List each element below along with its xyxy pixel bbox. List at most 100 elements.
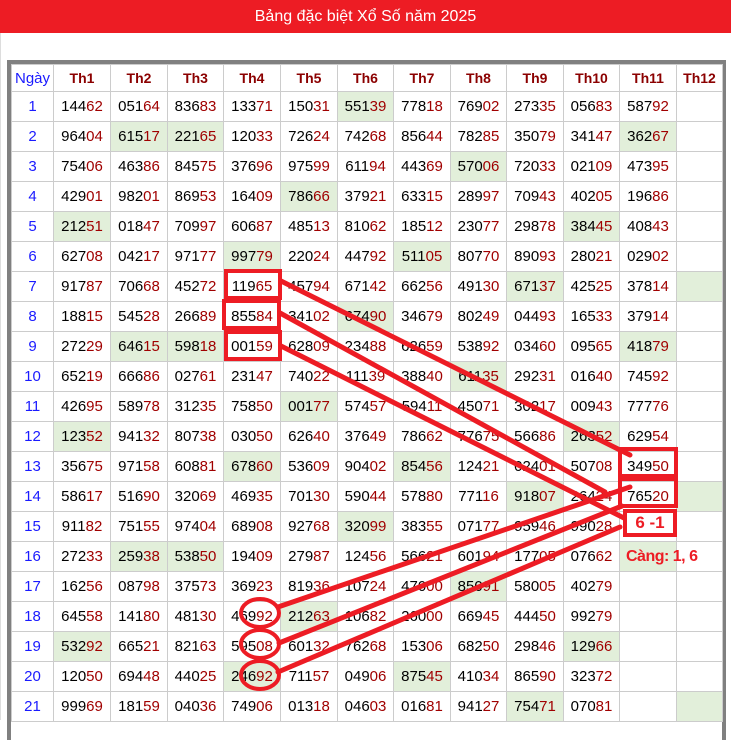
number-head: 231 [231, 368, 257, 385]
number-head: 865 [514, 668, 540, 685]
prize-cell: 01640 [563, 361, 620, 392]
prize-cell: 47395 [619, 151, 677, 182]
number-tail: 35 [539, 98, 556, 115]
number-head: 056 [570, 98, 596, 115]
day-cell: 16 [11, 541, 54, 572]
prize-cell: 23488 [337, 331, 394, 362]
number-tail: 66 [595, 638, 613, 655]
prize-cell: 50708 [563, 451, 620, 482]
number-tail: 73 [199, 578, 217, 595]
number-tail: 71 [539, 698, 556, 715]
prize-cell: 70668 [110, 271, 168, 302]
prize-cell: 28997 [450, 181, 507, 212]
prize-cell [619, 691, 677, 722]
prize-cell: 53892 [450, 331, 507, 362]
number-head: 410 [457, 668, 483, 685]
prize-cell: 40279 [563, 571, 620, 602]
prize-cell: 96404 [53, 121, 111, 152]
prize-cell: 26352 [563, 421, 620, 452]
prize-cell: 64558 [53, 601, 111, 632]
prize-cell: 82163 [167, 631, 224, 662]
number-tail: 30 [482, 278, 500, 295]
prize-cell: 87545 [393, 661, 451, 692]
number-head: 598 [174, 338, 200, 355]
number-tail: 47 [256, 368, 273, 385]
number-tail: 99 [369, 518, 387, 535]
prize-cell: 56621 [393, 541, 451, 572]
prize-cell: 48513 [280, 211, 338, 242]
number-head: 551 [344, 98, 370, 115]
prize-cell: 44792 [337, 241, 394, 272]
number-head: 671 [344, 278, 370, 295]
prize-cell: 57880 [393, 481, 451, 512]
number-tail: 44 [369, 488, 387, 505]
number-tail: 06 [482, 158, 500, 175]
number-head: 264 [570, 488, 596, 505]
number-head: 375 [174, 578, 200, 595]
day-cell: 18 [11, 601, 54, 632]
number-tail: 82 [369, 608, 387, 625]
number-head: 586 [61, 488, 87, 505]
number-tail: 06 [369, 668, 387, 685]
number-head: 536 [288, 458, 314, 475]
number-tail: 32 [143, 428, 160, 445]
table-row: 12 12352 94132 80738 03050 62640 37649 78662 776… [11, 421, 723, 452]
number-tail: 09 [256, 188, 273, 205]
number-tail: 50 [256, 428, 273, 445]
prize-cell: 34102 [280, 301, 338, 332]
table-row: 16 27233 25938 53850 19409 27987 12456 56621 601… [11, 541, 723, 572]
number-tail: 93 [539, 248, 556, 265]
prize-cell: 99279 [563, 601, 620, 632]
number-head: 941 [118, 428, 144, 445]
number-tail: 18 [426, 98, 443, 115]
number-head: 662 [401, 278, 427, 295]
number-head: 165 [570, 308, 596, 325]
number-head: 001 [288, 398, 314, 415]
number-tail: 61 [199, 368, 217, 385]
number-tail: 68 [369, 638, 387, 655]
prize-cell: 61517 [110, 121, 168, 152]
prize-cell: 37914 [619, 301, 677, 332]
table-row: 4 42901 98201 86953 16409 78666 37921 63315 2899… [11, 181, 723, 212]
prize-cell: 61194 [337, 151, 394, 182]
number-tail: 97 [482, 188, 500, 205]
table-row: 18 64558 14180 48130 46992 21263 10682 26000 669… [11, 601, 723, 632]
number-head: 013 [288, 698, 314, 715]
number-tail: 95 [652, 158, 669, 175]
number-head: 376 [344, 428, 370, 445]
number-head: 266 [174, 308, 200, 325]
prize-cell: 98201 [110, 181, 168, 212]
prize-cell: 00177 [280, 391, 338, 422]
prize-cell: 03050 [223, 421, 281, 452]
prize-cell: 34147 [563, 121, 620, 152]
number-tail: 24 [313, 128, 330, 145]
prize-cell: 58617 [53, 481, 111, 512]
prize-cell: 22165 [167, 121, 224, 152]
number-tail: 35 [199, 398, 217, 415]
number-head: 890 [514, 248, 540, 265]
prize-cell: 86953 [167, 181, 224, 212]
number-tail: 30 [199, 608, 217, 625]
number-head: 447 [344, 248, 370, 265]
prize-cell: 18815 [53, 301, 111, 332]
number-head: 587 [627, 98, 653, 115]
prize-cell: 38355 [393, 511, 451, 542]
prize-cell: 14462 [53, 91, 111, 122]
number-tail: 87 [86, 278, 103, 295]
number-tail: 28 [143, 308, 160, 325]
number-head: 964 [61, 128, 87, 145]
number-tail: 11 [426, 398, 443, 415]
number-tail: 80 [143, 608, 160, 625]
prize-cell: 18512 [393, 211, 451, 242]
prize-cell: 69448 [110, 661, 168, 692]
number-head: 807 [174, 428, 200, 445]
number-head: 819 [288, 578, 314, 595]
table-row: 3 75406 46386 84575 37696 97599 61194 44369 5700… [11, 151, 723, 182]
number-tail: 09 [595, 158, 613, 175]
number-tail: 78 [143, 398, 160, 415]
number-tail: 35 [256, 488, 273, 505]
number-tail: 33 [595, 308, 613, 325]
prize-cell: 21251 [53, 211, 111, 242]
number-head: 356 [61, 458, 87, 475]
prize-cell: 00159 [223, 331, 281, 362]
